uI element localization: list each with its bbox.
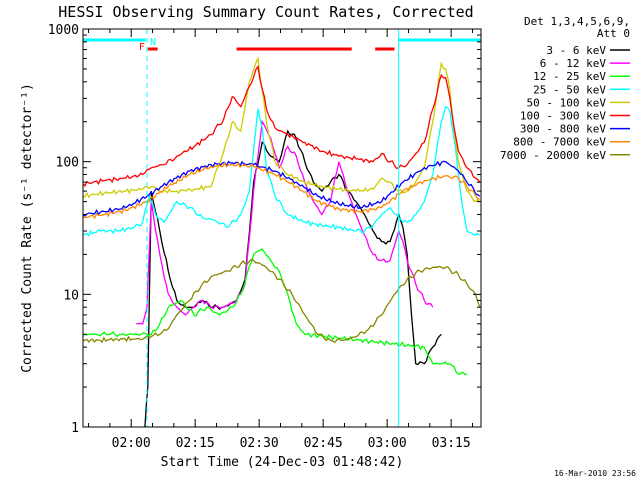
legend-entry-label: 6 - 12 keV bbox=[540, 57, 607, 70]
axes: 02:00 02:15 02:30 02:45 03:00 03:15 1 10 100 1000 bbox=[48, 23, 481, 451]
legend-header: Att 0 bbox=[597, 27, 630, 40]
series-25-50-kev-line bbox=[82, 105, 480, 237]
legend-entry-label: 100 - 300 keV bbox=[520, 110, 606, 123]
legend-entry-label: 25 - 50 keV bbox=[533, 83, 606, 96]
flag-label-f: F bbox=[139, 42, 145, 53]
x-axis-label: Start Time (24-Dec-03 01:48:42) bbox=[161, 455, 404, 470]
legend-entry-label: 800 - 7000 keV bbox=[513, 136, 606, 149]
y-tick-label: 100 bbox=[56, 156, 79, 171]
y-tick-label: 10 bbox=[63, 288, 79, 303]
legend-entry-label: 3 - 6 keV bbox=[546, 44, 606, 57]
y-tick-label: 1 bbox=[71, 421, 79, 436]
x-tick-label: 02:30 bbox=[240, 436, 279, 451]
series-300-800-kev-line bbox=[82, 160, 481, 217]
flag-label-n: N bbox=[150, 37, 156, 48]
legend-entry-label: 12 - 25 keV bbox=[533, 70, 606, 83]
series-800-7000-kev-line bbox=[82, 161, 480, 220]
legend-entry-label: 7000 - 20000 keV bbox=[500, 149, 606, 162]
timestamp: 16-Mar-2010 23:56 bbox=[554, 469, 636, 478]
x-tick-label: 03:00 bbox=[368, 436, 407, 451]
legend-entry-label: 50 - 100 keV bbox=[527, 96, 607, 109]
y-axis-label: Corrected Count Rate (s⁻¹ detector⁻¹) bbox=[20, 83, 35, 373]
series-3-6-kev-line bbox=[144, 129, 442, 428]
legend-header: Det 1,3,4,5,6,9, bbox=[524, 15, 630, 28]
legend-entry-label: 300 - 800 keV bbox=[520, 123, 606, 136]
x-tick-label: 02:00 bbox=[112, 436, 151, 451]
y-tick-label: 1000 bbox=[48, 23, 79, 38]
x-tick-label: 02:45 bbox=[304, 436, 343, 451]
plot-frame bbox=[82, 28, 482, 428]
series-6-12-kev-line bbox=[136, 119, 434, 325]
chart-title: HESSI Observing Summary Count Rates, Cor… bbox=[58, 3, 473, 21]
x-tick-label: 02:15 bbox=[176, 436, 215, 451]
series-7000-20000-kev-line bbox=[83, 258, 481, 344]
x-tick-label: 03:15 bbox=[432, 436, 471, 451]
series-100-300-kev-line bbox=[82, 65, 481, 188]
series-12-25-kev-line bbox=[82, 247, 467, 376]
